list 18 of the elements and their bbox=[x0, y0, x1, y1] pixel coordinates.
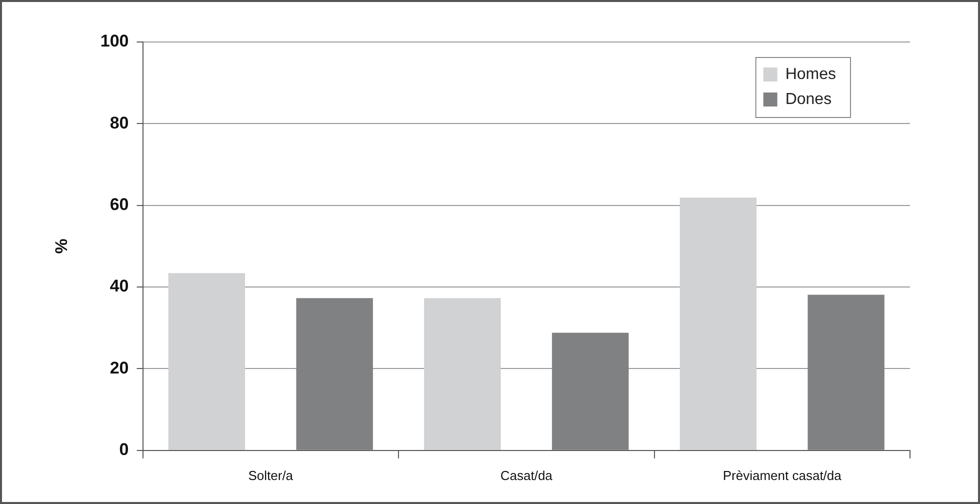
bar bbox=[424, 298, 501, 450]
x-tick-label: Prèviament casat/da bbox=[722, 468, 842, 483]
y-tick-label: 80 bbox=[110, 113, 129, 132]
y-tick-label: 60 bbox=[110, 195, 129, 214]
y-axis-title: % bbox=[52, 238, 71, 254]
bar bbox=[680, 198, 757, 450]
x-tick-label: Solter/a bbox=[248, 468, 294, 483]
bar bbox=[808, 294, 884, 450]
legend-label: Homes bbox=[785, 66, 836, 83]
bar bbox=[168, 273, 246, 450]
bar bbox=[296, 298, 373, 450]
legend-label: Dones bbox=[785, 90, 832, 108]
x-tick-label: Casat/da bbox=[500, 468, 554, 483]
y-tick-label: 100 bbox=[100, 32, 129, 51]
y-tick-label: 40 bbox=[110, 276, 129, 296]
bar bbox=[552, 332, 629, 450]
y-tick-label: 0 bbox=[119, 440, 129, 460]
y-tick-label: 20 bbox=[110, 358, 129, 378]
